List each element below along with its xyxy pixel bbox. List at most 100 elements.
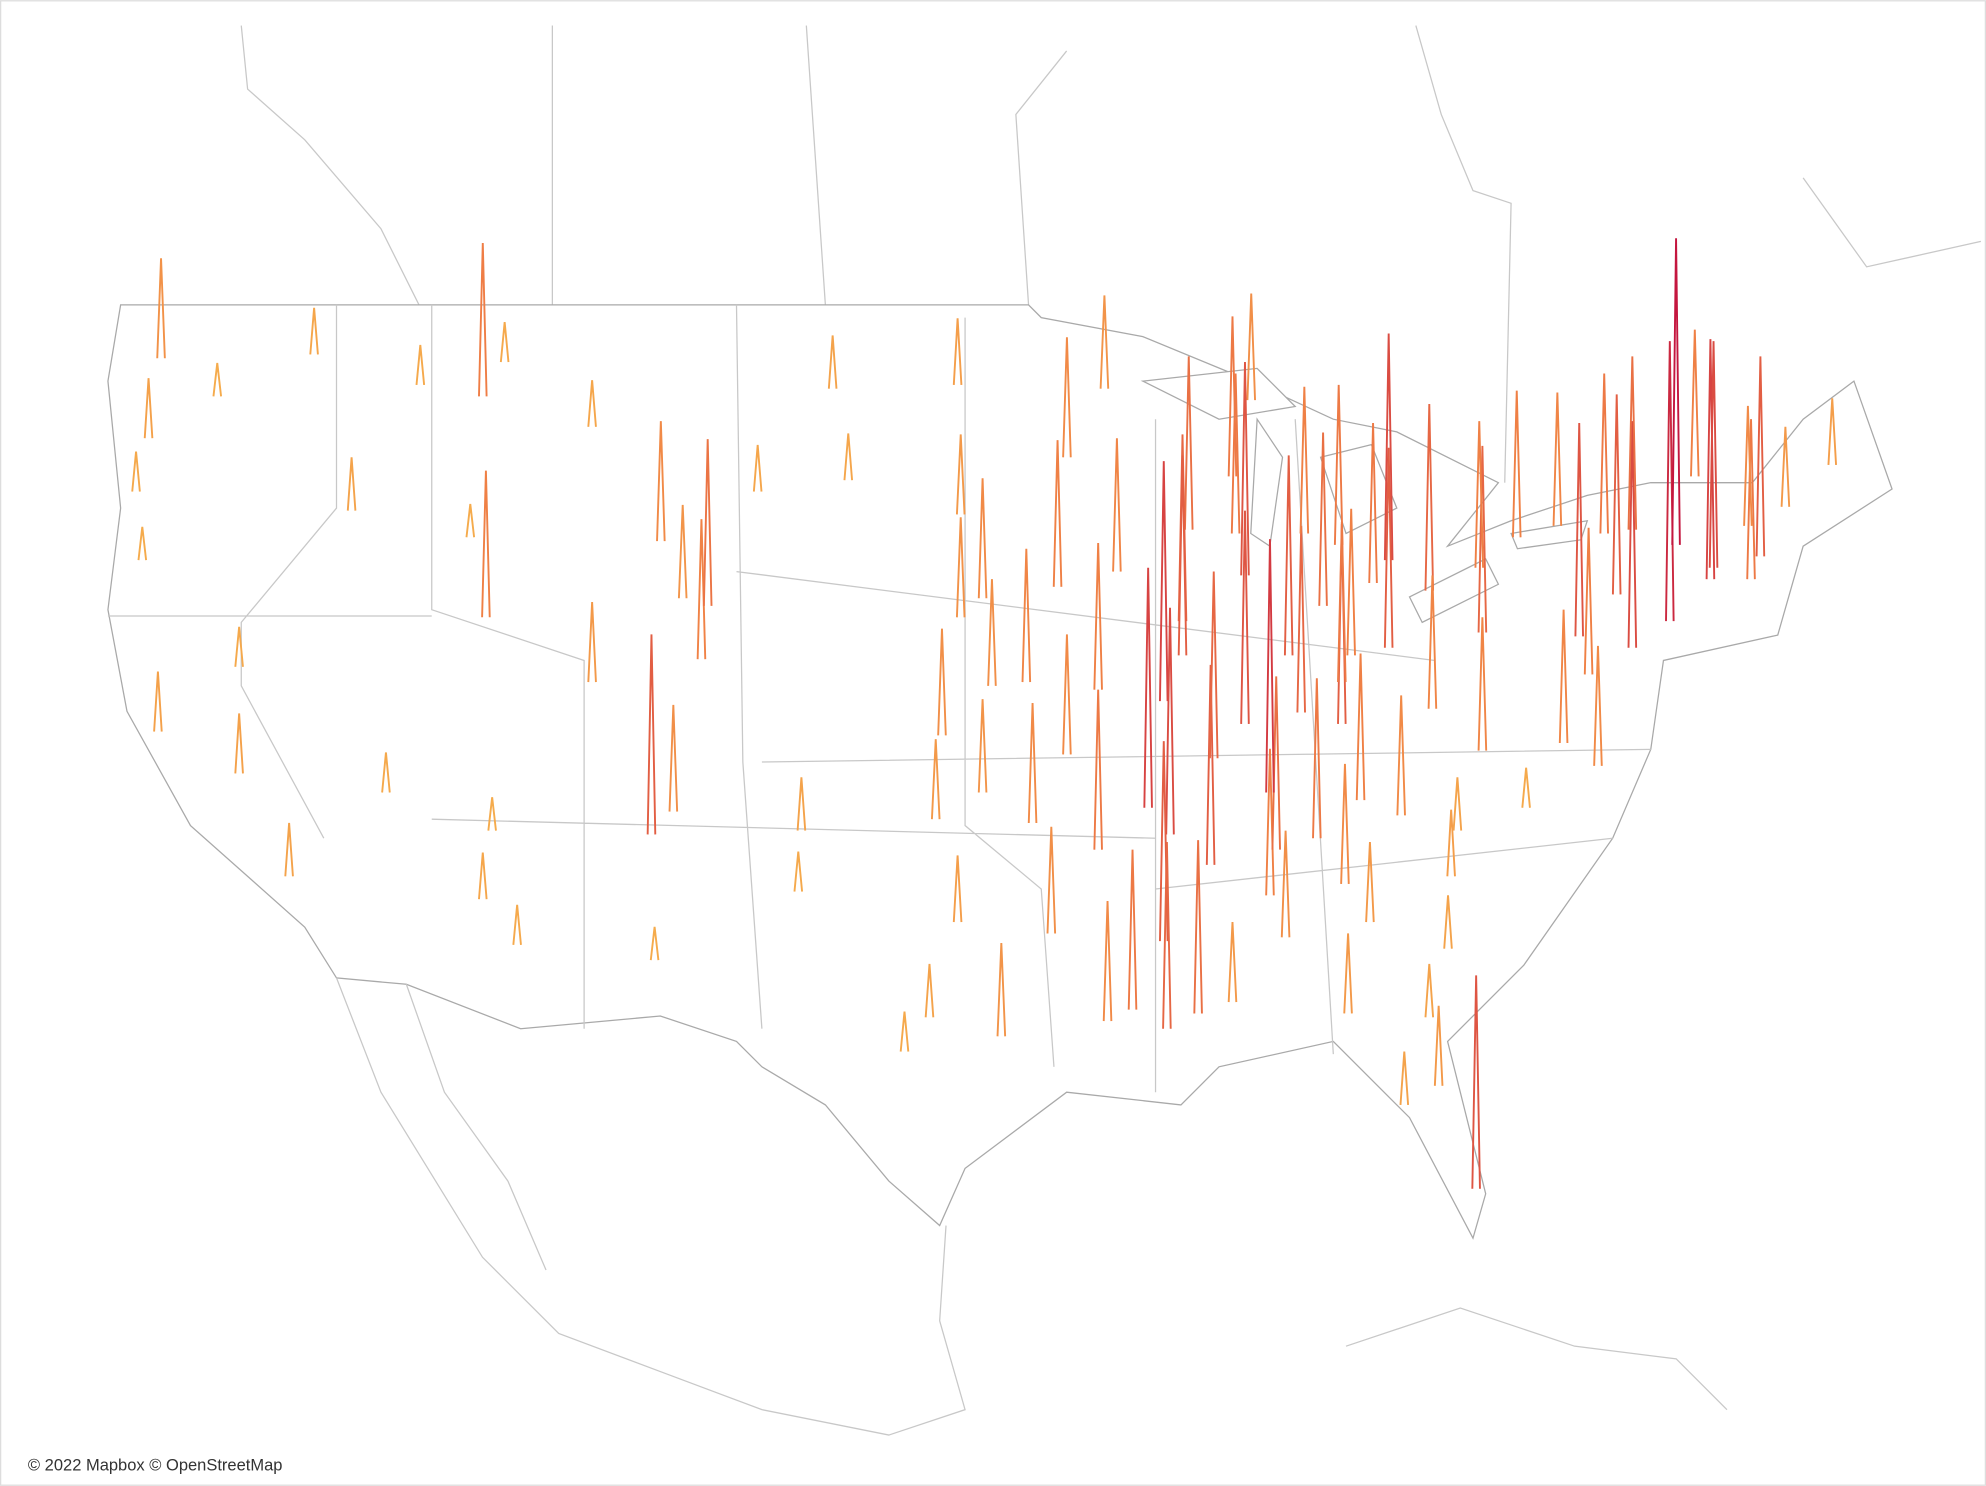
spike — [668, 704, 679, 812]
spike — [1433, 1005, 1444, 1086]
spike — [587, 380, 597, 427]
spike — [1112, 438, 1122, 572]
spike — [284, 822, 294, 877]
spike — [1299, 386, 1310, 534]
spike — [793, 851, 804, 892]
spike — [1240, 362, 1250, 576]
spike — [1780, 426, 1791, 507]
spike — [952, 318, 963, 385]
spike — [702, 439, 713, 606]
spike — [1708, 341, 1719, 568]
spike — [1052, 440, 1063, 587]
spike — [952, 855, 963, 923]
spike — [752, 444, 763, 492]
spike — [1127, 849, 1138, 1010]
spike — [1280, 830, 1291, 938]
spike — [1093, 542, 1103, 690]
spike — [156, 258, 166, 359]
spike — [1343, 933, 1353, 1014]
spike — [1333, 384, 1344, 545]
spike — [1383, 447, 1394, 648]
spike — [656, 421, 666, 542]
spike — [1240, 510, 1250, 724]
basemap — [107, 25, 1982, 1436]
spike — [1396, 695, 1406, 816]
spike — [1427, 575, 1438, 709]
attribution: © 2022 Mapbox © OpenStreetMap — [28, 1457, 283, 1475]
spike — [1552, 392, 1563, 526]
spike — [1318, 432, 1328, 606]
spikes — [131, 238, 1838, 1189]
spike — [1368, 422, 1378, 584]
spike — [1705, 339, 1716, 580]
spike — [212, 362, 223, 397]
spike — [977, 699, 988, 793]
spike — [1690, 329, 1700, 477]
spike — [587, 602, 597, 683]
spike — [1205, 664, 1216, 865]
spike — [1474, 421, 1485, 568]
spike — [1312, 678, 1322, 839]
spike — [478, 852, 488, 900]
spike — [987, 579, 997, 686]
spike — [1671, 238, 1681, 545]
spike — [1511, 390, 1522, 538]
spike — [1230, 373, 1241, 534]
spike — [381, 752, 391, 793]
spike — [1521, 767, 1531, 808]
spike — [1183, 356, 1194, 530]
spike — [1177, 455, 1188, 656]
spike — [1162, 842, 1172, 1029]
spike — [1159, 461, 1169, 702]
spike — [1021, 548, 1032, 683]
spike — [796, 777, 807, 831]
spike — [924, 963, 935, 1018]
spike — [649, 926, 660, 961]
spike — [137, 526, 148, 561]
spike — [1027, 702, 1038, 824]
spike — [1583, 527, 1594, 675]
spike — [465, 503, 476, 538]
spike — [843, 433, 854, 481]
spike — [1558, 609, 1569, 744]
spike — [131, 451, 141, 492]
spike — [827, 335, 838, 389]
spike — [1246, 293, 1256, 401]
spike — [1062, 337, 1072, 458]
spike — [1099, 295, 1110, 389]
spike — [143, 378, 154, 439]
spike — [1827, 398, 1838, 465]
spike — [1755, 356, 1766, 557]
spike — [415, 344, 426, 386]
spike — [1452, 777, 1463, 831]
spike — [1477, 445, 1488, 633]
spike — [1346, 508, 1356, 656]
coastline — [335, 977, 1728, 1436]
state-border — [107, 304, 1651, 1093]
spike — [1743, 405, 1753, 526]
spike — [478, 242, 488, 397]
spike — [1046, 826, 1057, 934]
spike — [977, 478, 988, 599]
spike — [499, 321, 510, 363]
spike — [646, 634, 657, 835]
spike — [1365, 842, 1375, 923]
spike — [1574, 422, 1584, 637]
spike — [153, 671, 163, 732]
spike — [1193, 840, 1203, 1014]
spike — [1477, 617, 1488, 751]
spike — [1283, 455, 1294, 656]
spike — [1611, 394, 1622, 595]
spike — [677, 504, 688, 599]
spike — [696, 519, 707, 660]
us-outline — [107, 304, 1893, 1240]
spike — [1165, 607, 1175, 835]
spike — [481, 470, 491, 618]
spike — [899, 1011, 910, 1052]
spike — [1627, 421, 1638, 648]
spike — [1265, 539, 1275, 793]
spike — [955, 434, 966, 515]
spike — [1446, 809, 1456, 877]
spike — [234, 713, 244, 774]
